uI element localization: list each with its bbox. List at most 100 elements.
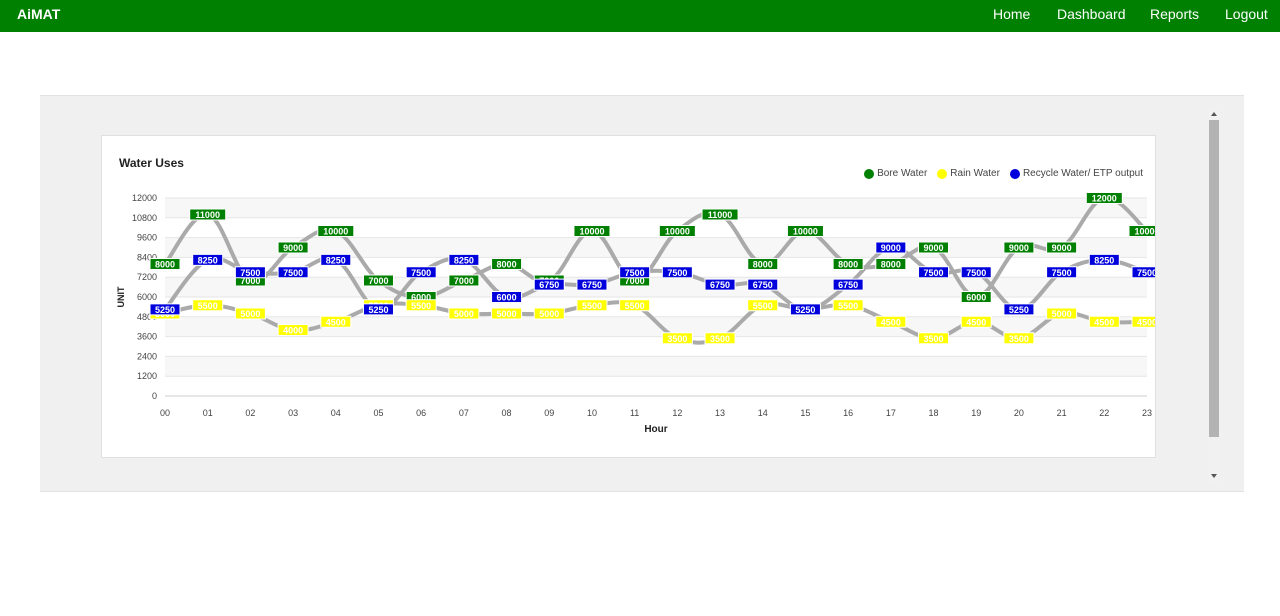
data-label: 4000 [283, 326, 303, 336]
legend-item-rain-water[interactable]: Rain Water [937, 168, 1000, 179]
data-label: 12000 [1092, 194, 1117, 204]
x-tick-label: 19 [971, 408, 981, 418]
data-label-box [619, 299, 651, 312]
brand-logo[interactable]: AiMAT [17, 6, 61, 22]
scroll-down-arrow-icon[interactable] [1208, 470, 1220, 482]
data-label-box [786, 225, 824, 237]
data-label-box [918, 332, 950, 345]
data-label: 7500 [667, 268, 687, 278]
data-label-box [960, 266, 992, 279]
data-label-box [1131, 266, 1155, 279]
data-label-box [317, 225, 355, 237]
legend-dot-icon [864, 168, 875, 179]
data-label-box [405, 299, 437, 312]
x-axis-title: Hour [644, 424, 667, 435]
data-label: 5000 [497, 309, 517, 319]
legend-label: Recycle Water/ ETP output [1022, 168, 1143, 179]
data-label-box [149, 303, 181, 316]
data-label-box [234, 266, 266, 279]
data-label: 7500 [1137, 268, 1156, 278]
x-tick-label: 13 [715, 408, 725, 418]
data-label-box [491, 307, 523, 320]
legend-item-recycle-water[interactable]: Recycle Water/ ETP output [1009, 168, 1143, 179]
data-label: 9000 [1009, 243, 1029, 253]
data-label: 5000 [454, 309, 474, 319]
nav-reports-link[interactable]: Reports [1150, 6, 1200, 22]
data-label-box [189, 208, 227, 221]
data-label-box [1046, 241, 1078, 254]
data-label-box [491, 258, 523, 270]
data-label: 6750 [582, 280, 602, 290]
data-label: 9000 [881, 243, 901, 253]
data-label: 5500 [838, 301, 858, 311]
nav-home-link[interactable]: Home [993, 6, 1031, 22]
data-label-box [1003, 332, 1035, 345]
x-tick-label: 14 [758, 408, 768, 418]
data-label-box [832, 258, 864, 270]
data-label-box [149, 258, 181, 270]
data-label: 6750 [710, 280, 730, 290]
grid-band [165, 237, 1147, 258]
nav-dashboard-link[interactable]: Dashboard [1057, 6, 1126, 22]
y-tick-label: 3600 [137, 332, 157, 342]
data-label-box [960, 291, 992, 303]
data-label-box [658, 225, 696, 237]
data-label-box [234, 307, 266, 320]
grid-band [165, 356, 1147, 377]
vertical-scrollbar[interactable] [1208, 108, 1220, 482]
data-label: 9000 [1052, 243, 1072, 253]
x-tick-label: 04 [331, 408, 341, 418]
x-tick-label: 22 [1099, 408, 1109, 418]
data-label: 6750 [838, 280, 858, 290]
scroll-up-arrow-icon[interactable] [1208, 108, 1220, 120]
data-label-box [320, 315, 352, 328]
y-tick-label: 9600 [137, 233, 157, 243]
data-label: 7500 [411, 268, 431, 278]
line-chart-svg: 0120024003600480060007200840096001080012… [116, 192, 1156, 435]
data-label: 10000 [665, 227, 690, 237]
data-label: 6000 [411, 293, 431, 303]
data-label-box [918, 241, 950, 254]
x-tick-label: 16 [843, 408, 853, 418]
data-label: 5000 [1052, 309, 1072, 319]
data-label-box [192, 253, 224, 266]
x-tick-label: 01 [203, 408, 213, 418]
data-label: 8250 [1094, 255, 1114, 265]
data-label: 11000 [195, 210, 220, 220]
data-label-box [704, 278, 736, 291]
x-tick-label: 02 [245, 408, 255, 418]
x-tick-label: 21 [1057, 408, 1067, 418]
x-tick-label: 05 [373, 408, 383, 418]
x-tick-label: 11 [630, 408, 639, 418]
data-label: 10000 [793, 227, 818, 237]
data-label-box [573, 225, 611, 237]
scroll-thumb[interactable] [1209, 120, 1219, 437]
data-label: 10000 [1134, 227, 1156, 237]
data-label: 5500 [625, 301, 645, 311]
data-label: 6750 [539, 280, 559, 290]
data-label: 4500 [1137, 317, 1156, 327]
x-tick-label: 17 [886, 408, 896, 418]
x-tick-label: 23 [1142, 408, 1152, 418]
data-label-box [320, 253, 352, 266]
data-label-box [1046, 266, 1078, 279]
y-tick-label: 1200 [137, 371, 157, 381]
data-label: 5250 [795, 305, 815, 315]
data-label-box [533, 307, 565, 320]
data-label-box [1088, 253, 1120, 266]
data-label-box [747, 258, 779, 270]
data-label: 7500 [966, 268, 986, 278]
data-label: 8000 [881, 260, 901, 270]
data-label: 5500 [411, 301, 431, 311]
legend-item-bore-water[interactable]: Bore Water [864, 168, 927, 179]
data-label-box [704, 332, 736, 345]
data-label: 8000 [497, 260, 517, 270]
data-label: 5250 [155, 305, 175, 315]
y-tick-label: 8400 [137, 252, 157, 262]
data-label-box [1003, 303, 1035, 316]
data-label: 6000 [966, 293, 986, 303]
nav-logout-link[interactable]: Logout [1225, 6, 1268, 22]
data-label-box [875, 258, 907, 270]
data-label: 7000 [454, 276, 474, 286]
data-label-box [362, 274, 394, 287]
